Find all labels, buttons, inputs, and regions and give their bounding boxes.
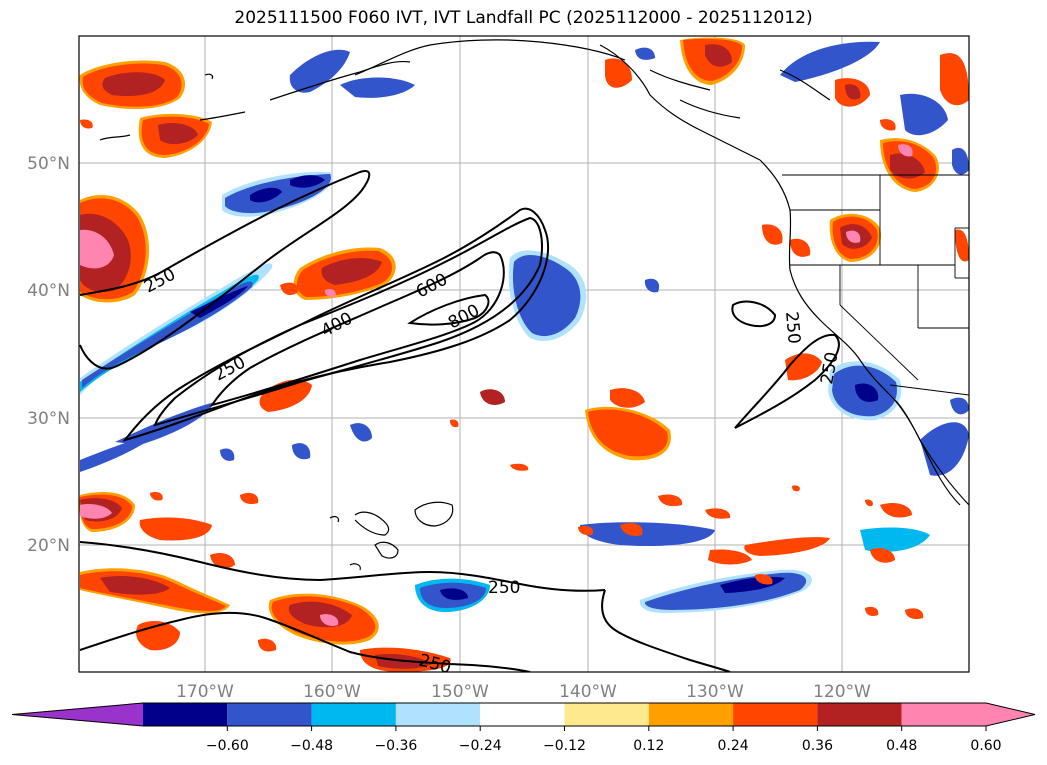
colorbar-segment [733,703,818,726]
lon-label-130w: 130°W [686,682,744,702]
contour-label-250: 250 [488,578,520,598]
ivt-contours [79,170,840,672]
positive-pc-shading [79,37,969,672]
chart-title: 2025111500 F060 IVT, IVT Landfall PC (20… [234,8,813,28]
colorbar-tick-label: 0.48 [886,738,917,754]
lat-label-20n: 20°N [27,536,70,556]
colorbar-extend-high [986,703,1035,726]
gridlines [79,36,969,672]
longitude-labels: 170°W 160°W 150°W 140°W 130°W 120°W [176,682,871,702]
colorbar-segment [564,703,649,726]
colorbar-segment [311,703,396,726]
colorbar-segment [227,703,312,726]
colorbar-tick-label: 0.12 [633,738,664,754]
lat-label-30n: 30°N [27,409,70,429]
colorbar-tick-label: −0.36 [374,738,417,754]
map-frame [78,35,970,673]
lon-label-160w: 160°W [303,682,361,702]
latitude-labels: 50°N 40°N 30°N 20°N [27,154,70,556]
colorbar-extend-low [12,703,143,726]
colorbar: −0.60 −0.48 −0.36 −0.24 −0.12 0.12 0.24 0.36 0.4… [11,702,1036,754]
colorbar-segment [480,703,565,726]
colorbar-tick-label: 0.36 [802,738,833,754]
political-borders [782,174,969,396]
lon-label-140w: 140°W [559,682,617,702]
lat-label-50n: 50°N [27,154,70,174]
lon-label-150w: 150°W [431,682,489,702]
colorbar-segment [817,703,902,726]
coastlines [99,39,969,571]
lon-label-170w: 170°W [176,682,234,702]
colorbar-tick-label: 0.24 [718,738,749,754]
colorbar-tick-label: 0.60 [970,738,1001,754]
colorbar-segment [143,703,228,726]
colorbar-segment [395,703,481,726]
colorbar-segment [901,703,986,726]
colorbar-tick-label: −0.60 [206,738,249,754]
contour-label-250: 250 [781,311,804,345]
colorbar-tick-label: −0.12 [543,738,586,754]
colorbar-segment [648,703,734,726]
colorbar-tick-label: −0.48 [290,738,333,754]
colorbar-outline [11,702,1036,727]
lon-label-120w: 120°W [813,682,871,702]
colorbar-tick-label: −0.24 [459,738,502,754]
lat-label-40n: 40°N [27,281,70,301]
